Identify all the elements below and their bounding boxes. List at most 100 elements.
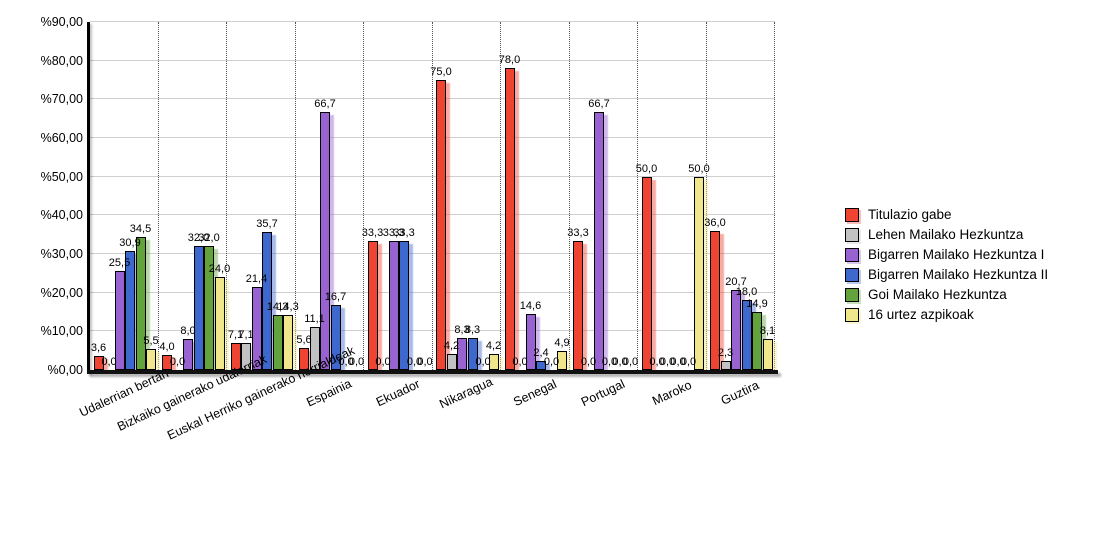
bar [436,80,446,370]
bar [731,289,741,370]
category-group: 4,0 0,0 8,0 32,0 32,0 24,0 Bizkaiko gainerako … [115,22,269,434]
y-tick-label: %0,00 [47,363,83,377]
y-tick-label: %70,00 [40,92,83,107]
category-group: 33,3 0,0 33,3 33,3 0,0 0,0 Ekuador [362,22,433,409]
legend-swatch-icon [845,267,859,282]
legend: Titulazio gabe Lehen Mailako Hezkuntza Big… [845,207,1048,327]
bar-value-label: 32,0 [187,232,210,245]
category-label: Espainia [304,376,354,410]
bar [135,236,146,370]
bar [399,241,409,370]
bar-value-label: 34,5 [129,222,152,235]
bar [320,112,330,370]
y-tick-label: %90,00 [40,15,83,29]
bar [93,356,104,370]
bar [330,305,341,370]
bar [694,176,704,370]
bar [557,351,567,370]
y-tick-label: %50,00 [40,169,83,184]
bar [204,246,214,370]
legend-label: Bigarren Mailako Hezkuntza I [868,247,1045,262]
category-groups: 3,6 0,0 25,5 30,9 34,5 5,5 Udalerrian bertan 4,… [77,22,775,443]
bar-value-label: 33,3 [382,227,405,240]
legend-swatch-icon [845,287,859,302]
bar-value-label: 66,7 [314,98,336,111]
legend-label: Bigarren Mailako Hezkuntza II [868,267,1049,282]
bar [251,287,262,370]
category-group: 36,0 2,3 20,7 18,0 14,9 8,1 Guztira [704,22,775,408]
bar [710,230,720,370]
bar [272,314,283,370]
bar [467,337,478,370]
bar-value-label: 66,7 [588,98,610,111]
bar [193,246,204,370]
legend-label: Goi Mailako Hezkuntza [868,287,1007,302]
gridline [90,291,775,293]
bar [388,241,399,370]
x-axis-line [87,370,778,374]
gridline [90,175,775,177]
gridline [90,137,775,138]
gridline [90,21,775,22]
bar-value-label: 0,0 [659,356,676,368]
category-group: 3,6 0,0 25,5 30,9 34,5 5,5 Udalerrian bertan [77,22,170,420]
legend-swatch-icon [845,227,859,242]
bar [162,354,172,370]
bar [230,342,241,370]
bar-value-label: 33,3 [393,227,415,240]
category-label: Senegal [511,376,559,410]
legend-item: Titulazio gabe [845,207,1048,222]
category-group: 5,6 11,1 66,7 16,7 0,0 0,0 Espainia [296,22,364,409]
bar [214,277,225,370]
y-tick-label: %20,00 [40,285,83,300]
bar-value-label: 35,7 [256,217,278,230]
bar [594,112,604,370]
bar [262,231,272,370]
category-group: 78,0 0,0 14,6 2,4 0,0 4,9 Senegal [499,22,570,409]
plot-area: 3,6 0,0 25,5 30,9 34,5 5,5 Udalerrian bertan 4,… [77,21,778,443]
bar [146,348,156,370]
bar [536,360,546,370]
legend-label: Titulazio gabe [868,207,952,222]
bar [446,353,457,370]
bar [488,353,499,370]
bar-value-label: 0,0 [612,356,628,368]
bar [573,241,583,370]
category-label: Guztira [719,378,762,408]
bar [241,342,251,370]
category-group: 7,1 7,1 21,4 35,7 14,3 14,3 Euskal Herriko gai… [165,22,357,443]
bar-value-label: 20,7 [725,275,747,288]
category-label: Maroko [649,377,694,409]
y-tick-label: %60,00 [40,131,83,145]
bar [299,348,309,370]
gridline [90,59,775,61]
legend-item: Goi Mailako Hezkuntza [845,287,1048,302]
bar [641,176,652,370]
gridline [90,98,775,100]
legend-item: Bigarren Mailako Hezkuntza I [845,247,1048,262]
category-group: 50,0 0,0 0,0 0,0 0,0 50,0 Maroko [636,22,710,408]
y-axis-line [87,22,90,374]
bar [283,314,293,370]
bar-value-label: 8,3 [464,323,481,336]
bar [720,361,731,370]
legend-label: 16 urtez azpikoak [868,307,974,322]
y-tick-label: %30,00 [40,247,83,261]
legend-item: Bigarren Mailako Hezkuntza II [845,267,1048,282]
bar [752,312,762,370]
category-group: 75,0 4,2 8,3 8,3 0,0 4,2 Nikaragua [430,22,501,411]
bar [114,271,125,370]
category-group: 33,3 0,0 66,7 0,0 0,0 0,0 Portugal [567,22,638,409]
legend-swatch-icon [845,307,859,322]
category-label: Ekuador [373,376,422,410]
bar [125,250,135,370]
category-label: Nikaragua [437,374,496,412]
bar-value-label: 14,6 [519,299,542,312]
bar-value-label: 32,0 [198,232,220,245]
y-axis-tick-labels: %0,00 %10,00 %20,00 %30,00 %40,00 %50,00 %60,0… [0,15,83,377]
bar [504,68,515,370]
gridline [90,253,775,254]
y-tick-label: %40,00 [40,208,83,223]
bar [183,339,193,370]
